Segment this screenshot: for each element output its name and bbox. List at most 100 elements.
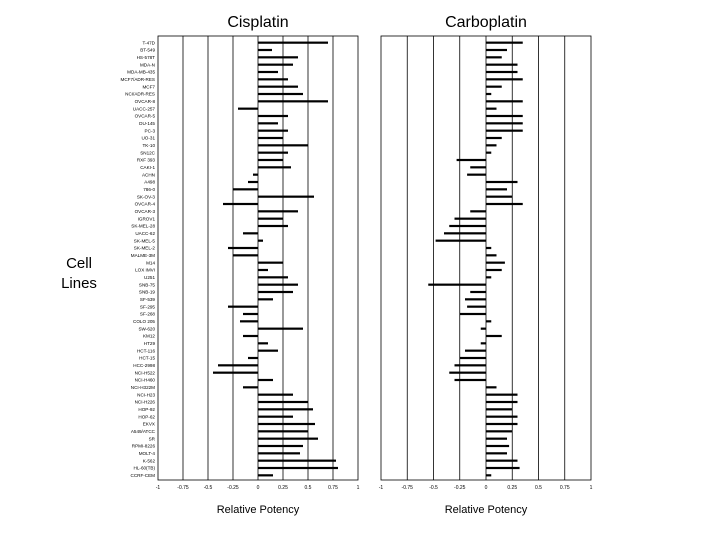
bar-carboplatin [486,393,518,396]
category-label: RPMI-8226 [132,444,156,449]
row-label: Cell Lines [61,255,97,292]
x-tick-label: -1 [379,485,384,491]
bar-cisplatin [258,298,273,301]
bar-carboplatin [456,158,486,162]
bar-carboplatin [428,283,486,286]
bar-cisplatin [258,166,291,169]
bar-carboplatin [486,246,492,250]
bar-cisplatin [258,56,298,59]
category-label: SNB-75 [139,282,156,287]
bar-carboplatin [486,268,502,272]
bar-carboplatin [486,430,513,433]
bar-cisplatin [258,349,278,352]
bar-carboplatin [486,136,502,140]
bar-carboplatin [486,107,497,110]
category-label: NCI-H226 [135,400,156,405]
category-label: HS-578T [137,55,156,60]
bar-carboplatin [486,320,492,323]
bar-cisplatin [258,378,273,382]
bar-cisplatin [228,246,258,250]
bar-cisplatin [258,283,298,286]
bar-carboplatin [467,173,486,176]
bar-carboplatin [467,305,486,308]
bar-cisplatin [258,151,288,154]
bar-cisplatin [258,195,314,198]
bar-carboplatin [486,444,510,448]
category-label: SF-268 [140,312,156,317]
bar-carboplatin [486,78,523,81]
x-tick-label: -0.5 [204,485,213,491]
bar-cisplatin [258,100,328,103]
bar-cisplatin [258,85,298,88]
bar-carboplatin [486,56,502,59]
category-label: A549/ATCC [131,429,156,434]
bar-cisplatin [258,239,263,242]
bar-carboplatin [480,342,486,345]
category-label: UACC-62 [135,231,155,236]
bar-cisplatin [258,144,308,147]
category-label: UO-31 [141,136,155,141]
category-label: SK-OV-3 [137,194,156,199]
category-label: CCRF-CEM [131,473,156,478]
bar-cisplatin [258,422,315,426]
category-label: SF-539 [140,297,156,302]
bar-cisplatin [258,452,300,455]
category-label: U251 [144,275,155,280]
bar-cisplatin [233,254,258,257]
bar-carboplatin [470,290,486,294]
category-label: UACC-257 [133,106,156,111]
category-label: RXF 393 [137,158,156,163]
category-label: NCI-H522 [135,370,156,375]
bar-cisplatin [258,342,268,345]
bar-cisplatin [243,386,258,389]
bar-cisplatin [248,180,258,184]
x-tick-label: -1 [156,485,161,491]
bar-cisplatin [258,444,303,448]
x-tick-label: 0.5 [535,485,542,491]
bar-cisplatin [233,188,258,191]
category-label: HOP-92 [138,407,155,412]
bar-carboplatin [486,452,507,455]
bar-carboplatin [459,312,486,316]
category-label: HCT-116 [137,348,155,353]
panel-cisplatin: Cisplatin Relative Potency -1 -0.75 -0.5 -0… [121,14,360,516]
bar-carboplatin [486,92,492,96]
category-label: BT-549 [140,48,155,53]
bar-carboplatin [486,195,513,198]
category-label: OVCAR-5 [135,114,156,119]
bar-cisplatin [258,48,272,52]
bar-carboplatin [449,224,486,228]
x-ticks-cisplatin: -1 -0.75 -0.5 -0.25 0 0.25 0.5 0.75 1 [156,485,360,491]
x-axis-label-cisplatin: Relative Potency [217,504,300,516]
bar-carboplatin [486,400,518,404]
bar-carboplatin [454,378,486,382]
category-label: SNB-19 [139,290,156,295]
bar-carboplatin [470,166,486,169]
category-label: OVCAR-8 [135,99,156,104]
x-ticks-carboplatin: -1 -0.75 -0.5 -0.25 0 0.25 0.5 0.75 1 [379,485,593,491]
bar-carboplatin [486,100,523,103]
bar-carboplatin [465,349,486,352]
x-tick-label: -0.25 [227,485,239,491]
category-label: OVCAR-3 [135,209,156,214]
panel-carboplatin: Carboplatin Relative Potency -1 -0.75 -0.5… [379,14,593,516]
bar-cisplatin [258,459,336,462]
category-label: PC-3 [145,128,156,133]
category-label: NCI-H23 [137,392,155,397]
bar-cisplatin [258,78,288,81]
bar-carboplatin [486,129,523,132]
bar-carboplatin [486,188,507,191]
category-label: COLO 205 [133,319,155,324]
category-label: MOLT-4 [139,451,156,456]
bar-cisplatin [213,371,258,374]
category-label: LOX IMVI [135,268,155,273]
grid-cisplatin [157,35,359,481]
bars-cisplatin [213,41,338,477]
category-label: SR [149,436,156,441]
row-label-line-1: Cell [66,255,92,272]
bar-carboplatin [486,180,518,184]
bar-cisplatin [243,312,258,316]
bar-cisplatin [258,400,308,404]
x-axis-label-carboplatin: Relative Potency [445,504,528,516]
